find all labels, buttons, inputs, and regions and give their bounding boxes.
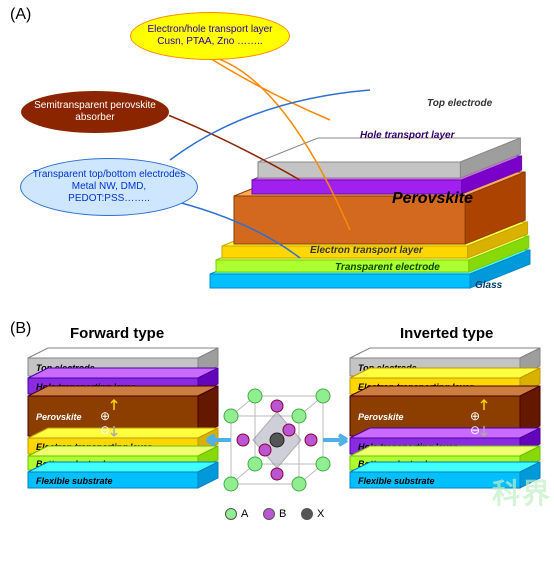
a-layer-label-2: Perovskite	[392, 190, 473, 208]
legend-x: X	[301, 508, 324, 520]
a-layer-label-5: Glass	[475, 280, 502, 291]
callout-transport-l1: Electron/hole transport layer	[147, 24, 272, 36]
legend-a-label: A	[241, 508, 248, 520]
callout-transport: Electron/hole transport layer Cusn, PTAA…	[130, 12, 290, 60]
callout-electrodes-l1: Transparent top/bottom electrodes	[33, 169, 186, 181]
svg-text:Flexible substrate: Flexible substrate	[358, 476, 435, 486]
callout-transport-l2: Cusn, PTAA, Zno ……..	[157, 36, 262, 48]
a-layer-label-4: Transparent electrode	[335, 262, 440, 273]
legend-b-label: B	[279, 508, 286, 520]
legend-x-dot	[301, 508, 313, 520]
legend-a-dot	[225, 508, 237, 520]
legend-b-dot	[263, 508, 275, 520]
callout-electrodes-l2: Metal NW, DMD,	[72, 181, 146, 193]
callout-electrodes: Transparent top/bottom electrodes Metal …	[20, 158, 198, 216]
svg-text:⊖: ⊖	[470, 423, 480, 437]
panel-b-svg: Top electrodeHole transporting layerPero…	[0, 310, 554, 570]
callout-electrodes-l3: PEDOT:PSS……..	[68, 193, 150, 205]
svg-text:⊖: ⊖	[100, 423, 110, 437]
svg-text:Perovskite: Perovskite	[358, 412, 404, 422]
a-layer-label-3: Electron transport layer	[310, 245, 423, 256]
a-layer-label-0: Top electrode	[427, 98, 492, 109]
svg-text:⊕: ⊕	[470, 409, 480, 423]
svg-text:Flexible substrate: Flexible substrate	[36, 476, 113, 486]
svg-text:⊕: ⊕	[100, 409, 110, 423]
callout-absorber-l2: absorber	[75, 112, 114, 124]
callout-absorber: Semitransparent perovskite absorber	[20, 90, 170, 134]
legend-b: B	[263, 508, 286, 520]
legend-x-label: X	[317, 508, 324, 520]
a-layer-label-1: Hole transport layer	[360, 130, 454, 141]
svg-text:Perovskite: Perovskite	[36, 412, 82, 422]
watermark: 科界	[492, 472, 552, 512]
legend-a: A	[225, 508, 248, 520]
callout-absorber-l1: Semitransparent perovskite	[34, 100, 156, 112]
